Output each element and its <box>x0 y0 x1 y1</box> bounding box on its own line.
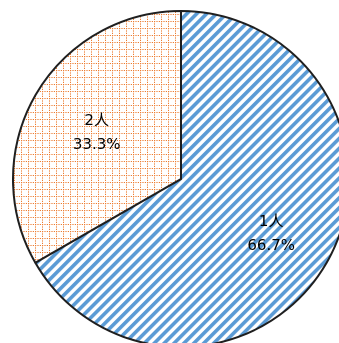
slice-label-group-2: 2人 33.3% <box>73 111 121 153</box>
slice-percent-label: 66.7% <box>247 236 295 254</box>
pie-slice-1 <box>34 10 339 343</box>
slice-category-label: 1人 <box>259 212 284 230</box>
slice-label-group-1: 1人 66.7% <box>247 212 295 254</box>
slice-category-label: 2人 <box>84 111 109 129</box>
slice-percent-label: 33.3% <box>73 135 121 153</box>
pie-slice-2 <box>12 10 182 264</box>
